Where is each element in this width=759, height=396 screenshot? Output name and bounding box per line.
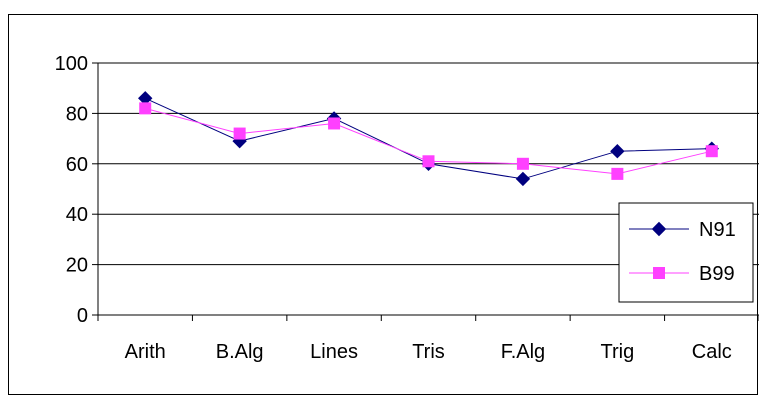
legend-label: B99 [699, 263, 735, 285]
data-point-b99 [422, 155, 435, 168]
y-axis-ticks: 0 20 40 60 80 100 [55, 53, 98, 327]
legend-marker-n91 [651, 221, 667, 237]
y-tick-label: 0 [77, 305, 88, 327]
legend-marker-b99 [653, 267, 665, 279]
legend-label: N91 [699, 219, 736, 241]
y-tick-label: 100 [55, 53, 88, 75]
data-point-b99 [233, 127, 246, 140]
series-b99 [139, 102, 718, 180]
x-tick-label: Calc [692, 341, 732, 363]
data-point-b99 [328, 117, 341, 130]
y-tick-label: 80 [66, 103, 88, 125]
x-axis-ticks: Arith B.Alg Lines Tris F.Alg Trig Calc [97, 315, 759, 363]
legend-box [618, 202, 754, 303]
data-point-b99 [516, 157, 529, 170]
x-tick-label: Lines [310, 341, 358, 363]
data-point-n91 [610, 143, 625, 159]
data-point-b99 [139, 102, 152, 115]
x-tick-label: Arith [125, 341, 166, 363]
y-tick-label: 20 [66, 255, 88, 277]
legend: N91 B99 [618, 202, 754, 303]
series-group [138, 91, 719, 187]
data-point-n91 [515, 171, 531, 187]
axes [97, 63, 759, 316]
x-tick-label: F.Alg [501, 341, 545, 363]
data-point-b99 [611, 167, 624, 180]
y-tick-label: 40 [66, 204, 88, 226]
series-n91 [138, 91, 719, 187]
y-tick-label: 60 [66, 154, 88, 176]
legend-item-b99: B99 [629, 263, 735, 285]
x-tick-label: Tris [412, 341, 445, 363]
x-tick-label: B.Alg [216, 341, 264, 363]
legend-item-n91: N91 [629, 219, 736, 241]
x-tick-label: Trig [601, 341, 635, 363]
data-point-b99 [705, 145, 718, 158]
